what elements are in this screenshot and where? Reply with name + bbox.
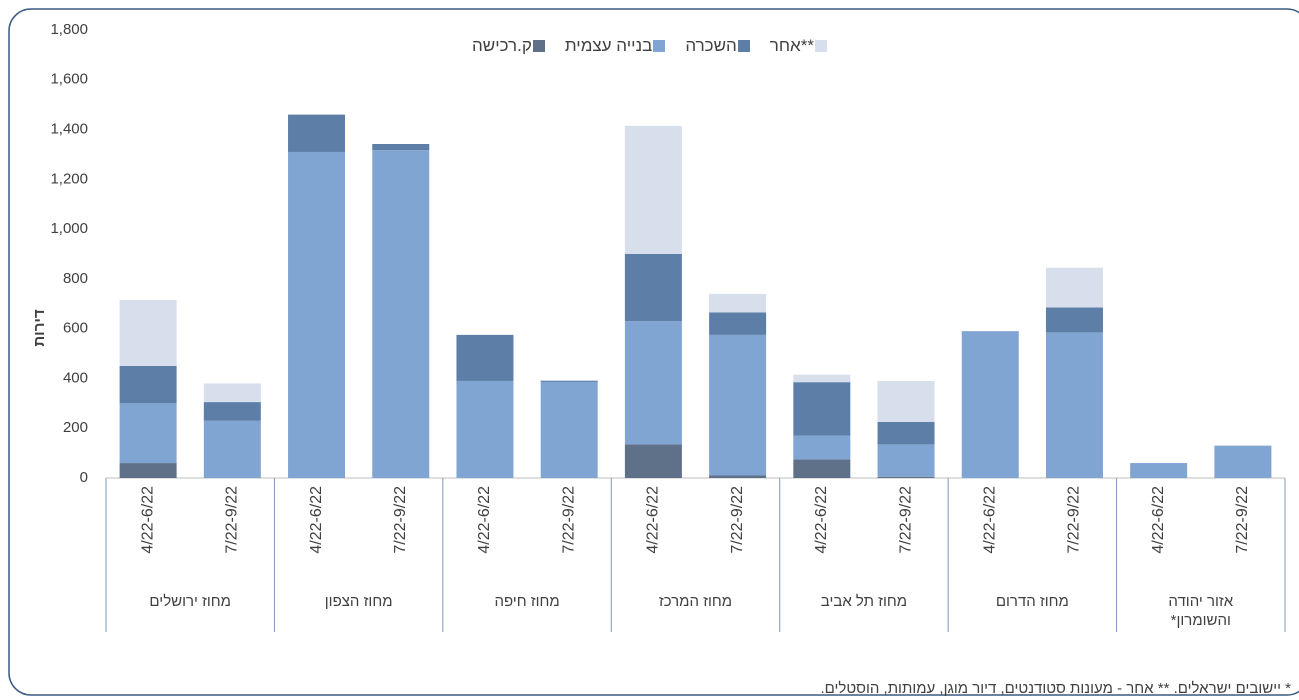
y-tick-label: 800 — [63, 270, 88, 287]
group-label: מחוז תל אביב — [820, 593, 908, 610]
y-tick-label: 400 — [63, 369, 88, 386]
footnote: * יישובים ישראלים. ** אחר - מעונות סטודנ… — [820, 680, 1291, 697]
group-label: מחוז הדרום — [995, 593, 1069, 610]
bar-segment — [372, 143, 430, 151]
bar-segment — [1045, 267, 1103, 308]
bar-segment — [119, 366, 177, 404]
bar-segment — [624, 321, 682, 445]
bar-segment — [877, 444, 935, 477]
group-label: מחוז ירושלים — [149, 593, 231, 610]
bar-segment — [1130, 463, 1188, 478]
frame — [8, 8, 1299, 696]
bar-segment — [540, 380, 598, 382]
x-tick-label: 4/22-6/22 — [139, 486, 156, 554]
bar-segment — [1214, 445, 1272, 478]
x-tick-label: 4/22-6/22 — [1150, 486, 1167, 554]
bar-segment — [1045, 332, 1103, 478]
group-label: מחוז חיפה — [494, 593, 560, 610]
y-tick-label: 200 — [63, 419, 88, 436]
x-tick-label: 4/22-6/22 — [476, 486, 493, 554]
legend: ק.רכישה בנייה עצמית השכרה אחר** — [0, 36, 1299, 56]
legend-item: אחר** — [770, 36, 827, 56]
group-label: אזור יהודה והשומרון* — [1168, 593, 1234, 629]
x-tick-label: 7/22-9/22 — [560, 486, 577, 554]
x-tick-label: 7/22-9/22 — [1066, 486, 1083, 554]
bar-segment — [877, 476, 935, 478]
x-tick-label: 7/22-9/22 — [729, 486, 746, 554]
bar-segment — [456, 334, 514, 381]
legend-label: השכרה — [685, 36, 737, 55]
x-tick-label: 7/22-9/22 — [897, 486, 914, 554]
bar-segment — [203, 420, 261, 478]
y-tick-label: 1,400 — [50, 121, 88, 138]
y-tick-label: 0 — [80, 469, 88, 486]
x-tick-label: 4/22-6/22 — [308, 486, 325, 554]
legend-swatch — [653, 40, 666, 52]
bar-segment — [288, 114, 346, 152]
bar-segment — [709, 312, 767, 335]
bar-segment — [793, 435, 851, 460]
group-label: מחוז הצפון — [324, 593, 393, 610]
legend-label: אחר** — [769, 36, 814, 55]
y-tick-label: 1,000 — [50, 220, 88, 237]
x-tick-label: 4/22-6/22 — [981, 486, 998, 554]
bar-segment — [119, 403, 177, 464]
y-tick-label: 1,600 — [50, 71, 88, 88]
legend-swatch — [737, 40, 750, 52]
bar-segment — [119, 463, 177, 478]
y-axis-label: דירות — [31, 309, 48, 346]
bar-segment — [709, 475, 767, 478]
bar-segment — [961, 331, 1019, 478]
bar-segment — [624, 125, 682, 254]
legend-item: השכרה — [685, 36, 750, 56]
bar-segment — [793, 382, 851, 436]
legend-swatch — [814, 40, 827, 52]
bar-segment — [119, 300, 177, 366]
bar-segment — [709, 334, 767, 476]
bar-segment — [877, 380, 935, 422]
legend-swatch — [532, 40, 545, 52]
bar-segment — [624, 254, 682, 322]
bar-segment — [456, 380, 514, 478]
bar-segment — [709, 293, 767, 313]
x-tick-label: 7/22-9/22 — [1234, 486, 1251, 554]
bar-segment — [793, 459, 851, 478]
group-label: מחוז המרכז — [658, 593, 733, 610]
bar-segment — [540, 381, 598, 478]
legend-label: בנייה עצמית — [564, 36, 653, 55]
legend-item: ק.רכישה — [472, 36, 545, 56]
y-tick-label: 1,200 — [50, 170, 88, 187]
x-tick-label: 7/22-9/22 — [392, 486, 409, 554]
bar-segment — [877, 422, 935, 445]
bar-segment — [624, 444, 682, 478]
legend-label: ק.רכישה — [472, 36, 532, 55]
bar-segment — [372, 150, 430, 479]
bar-segment — [203, 402, 261, 421]
bar-segment — [793, 374, 851, 383]
bar-segment — [203, 383, 261, 403]
legend-item: בנייה עצמית — [564, 36, 666, 56]
bar-segment — [288, 151, 346, 478]
y-tick-label: 600 — [63, 320, 88, 337]
x-tick-label: 4/22-6/22 — [813, 486, 830, 554]
x-tick-label: 7/22-9/22 — [224, 486, 241, 554]
y-tick-label: 1,800 — [50, 21, 88, 38]
x-tick-label: 4/22-6/22 — [645, 486, 662, 554]
bar-segment — [1045, 307, 1103, 333]
